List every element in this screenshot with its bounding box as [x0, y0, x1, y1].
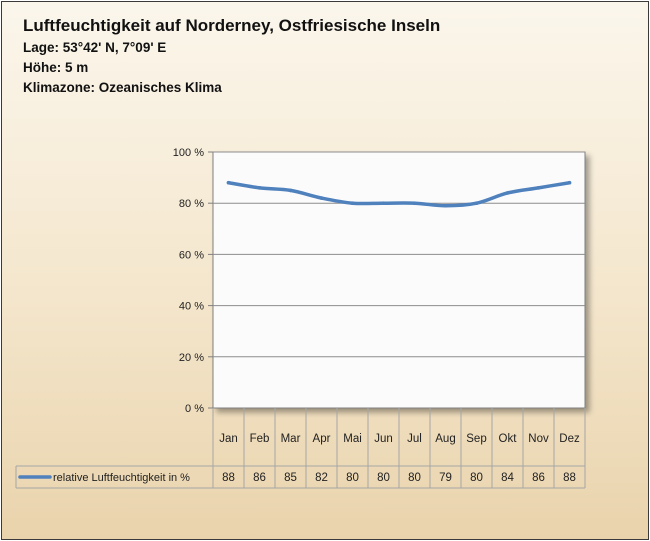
data-point	[257, 186, 262, 190]
climate-zone-line: Klimazone: Ozeanisches Klima	[23, 80, 222, 95]
data-table-value: 84	[501, 472, 514, 484]
data-table-value: 86	[532, 472, 545, 484]
data-table-value: 88	[563, 472, 576, 484]
y-tick-label: 100 %	[173, 147, 204, 159]
data-point	[412, 201, 417, 205]
x-tick-label: Okt	[499, 433, 518, 445]
location-line: Lage: 53°42' N, 7°09' E	[23, 40, 167, 55]
data-point	[288, 188, 293, 193]
y-tick-label: 20 %	[179, 352, 204, 364]
data-point	[381, 201, 386, 205]
data-table-value: 80	[408, 472, 421, 484]
data-point	[226, 180, 231, 185]
x-tick-label: Jul	[407, 433, 422, 445]
x-tick-label: Jan	[219, 433, 238, 445]
data-point	[443, 203, 448, 208]
y-tick-label: 0 %	[185, 403, 204, 415]
data-point	[350, 201, 355, 205]
x-tick-label: Mai	[343, 433, 362, 445]
data-point	[319, 196, 324, 200]
data-table-value: 82	[315, 472, 328, 484]
chart-title: Luftfeuchtigkeit auf Norderney, Ostfries…	[23, 16, 441, 35]
x-tick-label: Feb	[250, 433, 270, 445]
y-tick-label: 40 %	[179, 301, 204, 313]
data-point	[567, 180, 572, 185]
y-tick-label: 80 %	[179, 198, 204, 210]
data-table-value: 88	[222, 472, 235, 484]
data-table-value: 80	[377, 472, 390, 484]
data-table-value: 85	[284, 472, 297, 484]
x-tick-label: Jun	[374, 433, 393, 445]
data-point	[536, 186, 541, 190]
x-tick-label: Sep	[466, 433, 486, 445]
data-point	[474, 201, 479, 205]
data-table-value: 80	[470, 472, 483, 484]
x-tick-label: Nov	[528, 433, 549, 445]
legend-label: relative Luftfeuchtigkeit in %	[53, 472, 190, 484]
x-tick-label: Dez	[559, 433, 580, 445]
series-line	[226, 180, 572, 208]
data-table-value: 80	[346, 472, 359, 484]
data-table-value: 86	[253, 472, 266, 484]
altitude-line: Höhe: 5 m	[23, 60, 89, 75]
data-point	[505, 191, 510, 195]
x-tick-label: Mar	[281, 433, 301, 445]
x-tick-label: Aug	[435, 433, 455, 445]
x-tick-label: Apr	[313, 433, 331, 445]
plot-area	[212, 151, 586, 409]
y-tick-label: 60 %	[179, 249, 204, 261]
data-table-value: 79	[439, 472, 452, 484]
